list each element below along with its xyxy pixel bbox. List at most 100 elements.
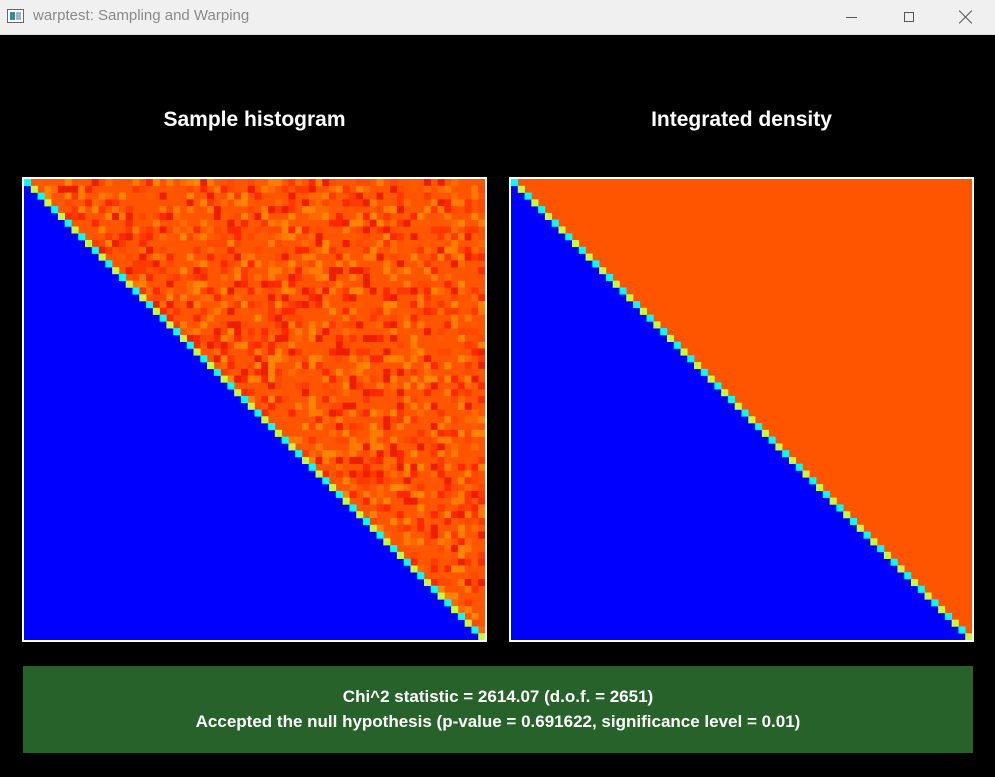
histogram-cell <box>315 226 323 234</box>
histogram-cell <box>240 219 249 227</box>
close-button[interactable] <box>937 0 995 34</box>
histogram-cell <box>268 273 276 281</box>
histogram-cell <box>288 314 296 322</box>
title-bar[interactable]: warptest: Sampling and Warping <box>0 0 995 35</box>
histogram-cell <box>430 470 438 478</box>
histogram-cell <box>281 328 289 336</box>
maximize-button[interactable] <box>880 0 938 34</box>
histogram-cell <box>322 355 330 363</box>
histogram-cell <box>213 341 221 349</box>
histogram-cell <box>478 395 485 404</box>
histogram-cell <box>213 267 221 275</box>
histogram-cell <box>329 409 337 417</box>
histogram-cell <box>166 301 174 309</box>
histogram-cell <box>451 443 459 451</box>
histogram-cell <box>159 301 167 309</box>
histogram-cell <box>220 301 228 309</box>
histogram-cell <box>417 524 425 532</box>
histogram-cell <box>451 219 459 227</box>
histogram-cell <box>444 273 452 281</box>
close-icon <box>959 10 973 24</box>
histogram-cell <box>349 484 357 492</box>
histogram-cell <box>471 504 479 512</box>
diagonal-cell <box>741 409 749 417</box>
histogram-cell <box>464 253 472 261</box>
histogram-cell <box>362 226 371 234</box>
histogram-cell <box>166 233 174 241</box>
histogram-cell <box>430 463 438 471</box>
histogram-cell <box>268 314 276 322</box>
histogram-cell <box>356 362 364 370</box>
histogram-cell <box>159 206 167 214</box>
histogram-cell <box>457 524 465 532</box>
histogram-cell <box>464 578 472 587</box>
histogram-cell <box>315 273 323 281</box>
histogram-cell <box>478 531 485 539</box>
histogram-cell <box>200 185 208 193</box>
histogram-cell <box>396 307 404 315</box>
histogram-cell <box>444 226 452 234</box>
histogram-cell <box>396 484 404 492</box>
histogram-cell <box>159 307 167 315</box>
histogram-cell <box>254 226 262 234</box>
histogram-cell <box>213 240 221 248</box>
histogram-cell <box>383 456 391 465</box>
histogram-cell <box>356 314 364 322</box>
histogram-cell <box>376 429 384 437</box>
histogram-cell <box>234 334 242 343</box>
histogram-cell <box>396 355 404 363</box>
histogram-cell <box>478 362 485 370</box>
histogram-cell <box>105 212 113 220</box>
histogram-cell <box>471 212 479 220</box>
minimize-button[interactable] <box>822 0 880 34</box>
histogram-cell <box>308 436 316 444</box>
histogram-cell <box>369 273 377 281</box>
diagonal-cell <box>356 511 364 519</box>
diagonal-cell <box>538 206 546 214</box>
histogram-cell <box>261 328 269 336</box>
histogram-cell <box>200 192 208 200</box>
histogram-cell <box>417 409 425 417</box>
histogram-cell <box>437 409 445 417</box>
histogram-cell <box>112 212 120 220</box>
histogram-cell <box>254 179 262 187</box>
histogram-cell <box>200 307 208 315</box>
histogram-cell <box>261 206 269 214</box>
histogram-cell <box>322 436 330 444</box>
histogram-cell <box>295 185 303 193</box>
histogram-cell <box>390 355 398 363</box>
histogram-cell <box>464 301 472 309</box>
histogram-cell <box>444 511 452 519</box>
histogram-cell <box>268 348 276 356</box>
histogram-cell <box>322 382 330 390</box>
histogram-cell <box>234 253 242 261</box>
histogram-cell <box>362 409 371 417</box>
histogram-cell <box>342 294 350 302</box>
histogram-cell <box>335 260 343 268</box>
histogram-cell <box>356 368 364 376</box>
histogram-cell <box>471 240 479 248</box>
histogram-cell <box>478 511 485 519</box>
histogram-cell <box>437 226 445 234</box>
histogram-cell <box>295 273 303 281</box>
histogram-cell <box>430 511 438 519</box>
histogram-cell <box>417 429 425 437</box>
histogram-cell <box>207 192 215 200</box>
histogram-cell <box>281 233 289 241</box>
histogram-cell <box>247 206 255 214</box>
histogram-cell <box>281 409 289 417</box>
histogram-cell <box>451 484 459 492</box>
histogram-cell <box>146 179 154 187</box>
histogram-cell <box>234 328 242 336</box>
histogram-cell <box>329 226 337 234</box>
histogram-cell <box>301 199 310 207</box>
histogram-cell <box>471 490 479 498</box>
diagonal-cell <box>816 484 824 492</box>
histogram-cell <box>274 314 282 322</box>
histogram-cell <box>213 301 221 309</box>
histogram-cell <box>478 490 485 498</box>
histogram-cell <box>437 240 445 248</box>
histogram-cell <box>234 233 242 241</box>
histogram-cell <box>220 240 228 248</box>
histogram-cell <box>193 179 201 187</box>
